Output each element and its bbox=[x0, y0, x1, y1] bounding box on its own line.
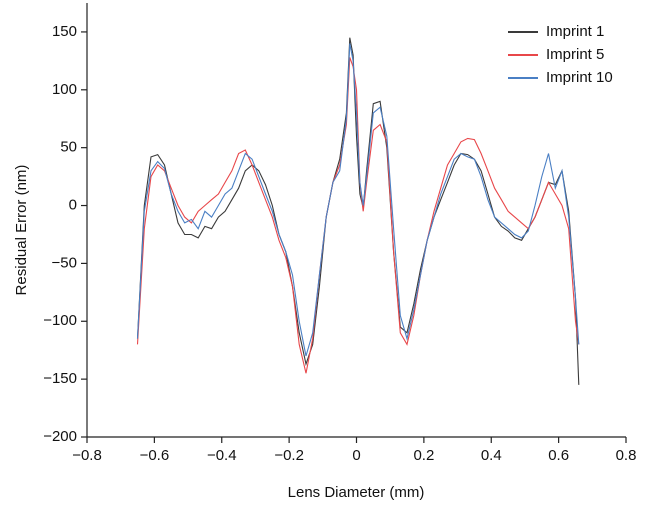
x-tick-label: 0.8 bbox=[616, 447, 637, 464]
y-tick-label: 150 bbox=[52, 23, 77, 40]
y-tick-label: 0 bbox=[69, 197, 77, 214]
legend-label: Imprint 10 bbox=[546, 69, 613, 86]
y-tick-label: −200 bbox=[43, 428, 77, 445]
y-tick-label: −100 bbox=[43, 312, 77, 329]
x-axis-label: Lens Diameter (mm) bbox=[288, 484, 425, 501]
y-tick-label: −50 bbox=[52, 254, 77, 271]
y-tick-label: 100 bbox=[52, 81, 77, 98]
legend-label: Imprint 1 bbox=[546, 23, 604, 40]
x-tick-label: −0.6 bbox=[140, 447, 170, 464]
y-axis-label: Residual Error (nm) bbox=[13, 165, 30, 296]
x-tick-label: 0.2 bbox=[413, 447, 434, 464]
series-line bbox=[136, 57, 580, 374]
x-tick-label: 0.6 bbox=[548, 447, 569, 464]
series-line bbox=[136, 43, 580, 357]
x-tick-label: −0.4 bbox=[207, 447, 237, 464]
x-tick-label: 0 bbox=[352, 447, 360, 464]
x-tick-label: −0.2 bbox=[274, 447, 304, 464]
y-tick-label: 50 bbox=[60, 139, 77, 156]
x-tick-label: 0.4 bbox=[481, 447, 502, 464]
series-line bbox=[136, 37, 580, 385]
y-tick-label: −150 bbox=[43, 370, 77, 387]
legend-label: Imprint 5 bbox=[546, 46, 604, 63]
x-tick-label: −0.8 bbox=[72, 447, 102, 464]
